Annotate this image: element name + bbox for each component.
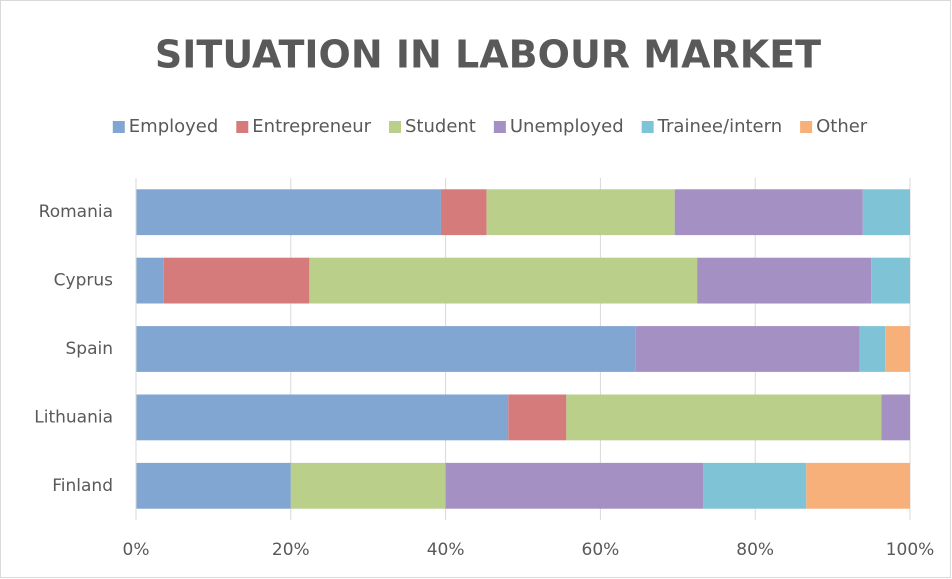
bar-segment <box>136 394 509 441</box>
x-tick-label: 100% <box>886 540 935 560</box>
legend-label: Student <box>405 116 476 137</box>
bar-segment <box>136 326 636 372</box>
legend-label: Trainee/intern <box>657 116 782 137</box>
legend-swatch <box>641 121 654 133</box>
y-tick-label: Spain <box>66 339 114 359</box>
x-tick-label: 0% <box>123 540 150 560</box>
legend-swatch <box>493 121 506 133</box>
y-tick-label: Finland <box>52 476 113 496</box>
legend-label: Other <box>816 116 868 137</box>
legend-label: Entrepreneur <box>252 116 371 137</box>
y-tick-label: Romania <box>39 202 113 222</box>
y-tick-label: Lithuania <box>34 407 113 427</box>
bar-segment <box>862 189 910 236</box>
bar-segment <box>885 326 910 372</box>
bar-segment <box>440 189 487 236</box>
bar-segment <box>136 462 291 509</box>
bar-segment <box>697 257 872 304</box>
bar-segment <box>566 394 882 441</box>
bar-segment <box>806 462 910 509</box>
y-tick-label: Cyprus <box>54 271 113 291</box>
bar-segment <box>674 189 863 236</box>
legend-swatch <box>800 121 813 133</box>
legend-label: Unemployed <box>510 116 624 137</box>
x-tick-label: 60% <box>582 540 620 560</box>
bar-segment <box>445 462 704 509</box>
bar-segment <box>136 257 164 304</box>
chart-title: SITUATION IN LABOUR MARKET <box>155 33 821 77</box>
x-tick-label: 80% <box>736 540 774 560</box>
bar-segment <box>163 257 310 304</box>
bar-segment <box>871 257 910 304</box>
x-tick-label: 40% <box>427 540 465 560</box>
bar-segment <box>635 326 860 372</box>
legend: Employed Entrepreneur Student Unemployed Tra… <box>112 116 868 137</box>
legend-swatch <box>112 121 125 133</box>
bar-segment <box>290 462 446 509</box>
x-tick-label: 20% <box>272 540 310 560</box>
legend-swatch <box>236 121 249 133</box>
bar-segment <box>703 462 807 509</box>
bar-segment <box>136 189 441 236</box>
legend-label: Employed <box>129 116 219 137</box>
bar-segment <box>881 394 910 441</box>
bar-segment <box>859 326 886 372</box>
bar-segment <box>508 394 567 441</box>
legend-swatch <box>389 121 402 133</box>
bar-segment <box>486 189 675 236</box>
bar-segment <box>309 257 698 304</box>
